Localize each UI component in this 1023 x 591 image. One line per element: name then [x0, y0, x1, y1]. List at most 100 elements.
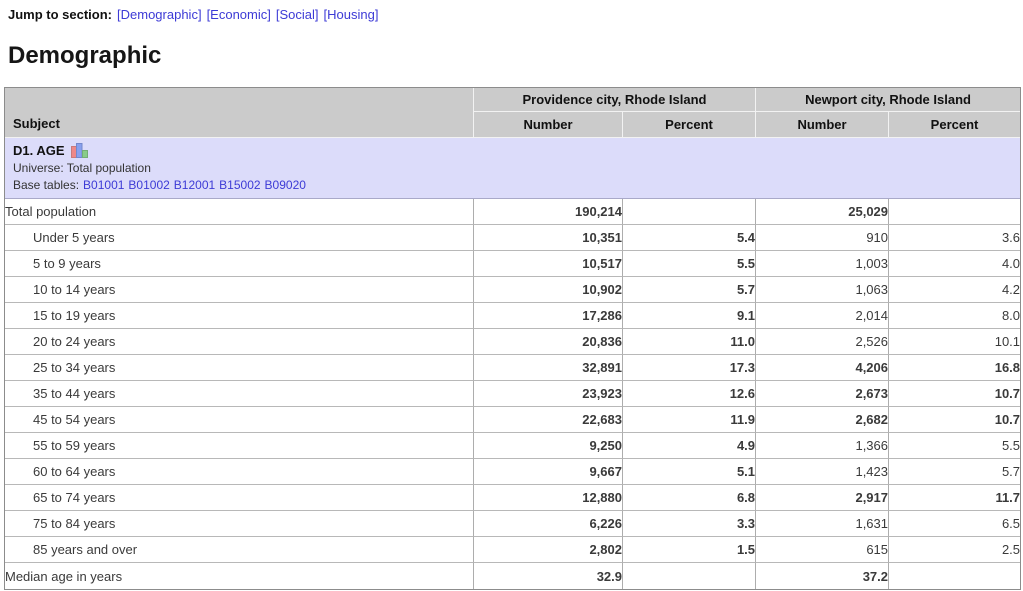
- jump-link[interactable]: [Economic]: [206, 7, 271, 22]
- cell-providence-number: 2,802: [474, 537, 623, 563]
- cell-newport-percent: 5.7: [889, 459, 1021, 485]
- table-row: 85 years and over 2,802 1.5 615 2.5: [5, 537, 1021, 563]
- cell-providence-number: 10,902: [474, 277, 623, 303]
- cell-subject: 85 years and over: [5, 537, 474, 563]
- column-header-newport-number: Number: [756, 112, 890, 138]
- cell-newport-number: 1,063: [756, 277, 890, 303]
- column-header-providence-number: Number: [474, 112, 623, 138]
- base-tables-label: Base tables:: [13, 178, 80, 192]
- cell-providence-number: 22,683: [474, 407, 623, 433]
- cell-newport-percent: 10.7: [889, 407, 1021, 433]
- cell-providence-percent: 11.0: [623, 329, 757, 355]
- cell-providence-number: 190,214: [474, 199, 623, 225]
- cell-newport-number: 37.2: [756, 563, 890, 589]
- cell-subject: 60 to 64 years: [5, 459, 474, 485]
- cell-providence-number: 17,286: [474, 303, 623, 329]
- jump-link[interactable]: [Demographic]: [117, 7, 202, 22]
- cell-subject: 75 to 84 years: [5, 511, 474, 537]
- table-row: 45 to 54 years 22,683 11.9 2,682 10.7: [5, 407, 1021, 433]
- cell-subject: 5 to 9 years: [5, 251, 474, 277]
- cell-newport-number: 2,682: [756, 407, 890, 433]
- cell-newport-number: 2,526: [756, 329, 890, 355]
- cell-newport-percent: 3.6: [889, 225, 1021, 251]
- cell-newport-number: 615: [756, 537, 890, 563]
- cell-subject: 10 to 14 years: [5, 277, 474, 303]
- cell-subject: 25 to 34 years: [5, 355, 474, 381]
- column-group-providence: Providence city, Rhode Island: [474, 88, 757, 112]
- comparison-table: Subject Providence city, Rhode Island Ne…: [4, 87, 1022, 590]
- table-row: 25 to 34 years 32,891 17.3 4,206 16.8: [5, 355, 1021, 381]
- cell-subject: Median age in years: [5, 563, 474, 589]
- cell-providence-percent: [623, 563, 757, 589]
- cell-providence-number: 12,880: [474, 485, 623, 511]
- cell-providence-percent: 17.3: [623, 355, 757, 381]
- cell-newport-percent: 16.8: [889, 355, 1021, 381]
- bar-chart-icon[interactable]: [70, 143, 88, 158]
- cell-newport-number: 25,029: [756, 199, 890, 225]
- cell-subject: 20 to 24 years: [5, 329, 474, 355]
- table-row: Under 5 years 10,351 5.4 910 3.6: [5, 225, 1021, 251]
- base-tables-links: B01001 B01002 B12001 B15002 B09020: [79, 178, 306, 192]
- base-table-link[interactable]: B09020: [264, 178, 306, 192]
- cell-newport-number: 1,003: [756, 251, 890, 277]
- base-table-link[interactable]: B12001: [173, 178, 216, 192]
- table-row: 35 to 44 years 23,923 12.6 2,673 10.7: [5, 381, 1021, 407]
- cell-providence-number: 9,250: [474, 433, 623, 459]
- cell-providence-number: 23,923: [474, 381, 623, 407]
- table-row: 75 to 84 years 6,226 3.3 1,631 6.5: [5, 511, 1021, 537]
- cell-newport-number: 1,631: [756, 511, 890, 537]
- jump-link[interactable]: [Social]: [275, 7, 319, 22]
- cell-newport-percent: 2.5: [889, 537, 1021, 563]
- universe-note: Universe: Total population: [13, 161, 151, 175]
- column-header-providence-percent: Percent: [623, 112, 757, 138]
- jump-nav: Jump to section: [Demographic] [Economic][…: [4, 7, 1019, 22]
- cell-providence-number: 20,836: [474, 329, 623, 355]
- table-header: Subject Providence city, Rhode Island Ne…: [5, 88, 1021, 138]
- base-table-link[interactable]: B01001: [83, 178, 125, 192]
- cell-subject: 45 to 54 years: [5, 407, 474, 433]
- cell-providence-number: 10,517: [474, 251, 623, 277]
- cell-newport-percent: 4.2: [889, 277, 1021, 303]
- cell-newport-percent: [889, 563, 1021, 589]
- table-row: Median age in years 32.9 37.2: [5, 563, 1021, 589]
- base-table-link[interactable]: B01002: [128, 178, 170, 192]
- cell-providence-percent: 5.4: [623, 225, 757, 251]
- cell-providence-number: 10,351: [474, 225, 623, 251]
- column-group-newport: Newport city, Rhode Island: [756, 88, 1021, 112]
- column-header-newport-percent: Percent: [889, 112, 1021, 138]
- cell-providence-number: 6,226: [474, 511, 623, 537]
- jump-nav-links: [Demographic] [Economic] [Social] [Housing]: [112, 7, 378, 22]
- cell-newport-number: 910: [756, 225, 890, 251]
- cell-providence-percent: 5.1: [623, 459, 757, 485]
- cell-newport-number: 4,206: [756, 355, 890, 381]
- cell-providence-percent: 5.5: [623, 251, 757, 277]
- jump-link[interactable]: [Housing]: [323, 7, 379, 22]
- section-header-row: D1. AGE Universe: Total population Base …: [5, 138, 1021, 199]
- table-row: Total population 190,214 25,029: [5, 199, 1021, 225]
- table-row: 15 to 19 years 17,286 9.1 2,014 8.0: [5, 303, 1021, 329]
- cell-providence-number: 9,667: [474, 459, 623, 485]
- cell-newport-percent: 6.5: [889, 511, 1021, 537]
- cell-providence-percent: 12.6: [623, 381, 757, 407]
- section-row-title: D1. AGE: [13, 143, 65, 158]
- cell-newport-number: 2,673: [756, 381, 890, 407]
- cell-newport-percent: 4.0: [889, 251, 1021, 277]
- cell-newport-percent: 8.0: [889, 303, 1021, 329]
- cell-subject: 15 to 19 years: [5, 303, 474, 329]
- column-header-subject: Subject: [5, 88, 474, 138]
- cell-providence-percent: 3.3: [623, 511, 757, 537]
- cell-providence-percent: [623, 199, 757, 225]
- table-body: Total population 190,214 25,029 Under 5 yea…: [5, 199, 1021, 589]
- table-row: 10 to 14 years 10,902 5.7 1,063 4.2: [5, 277, 1021, 303]
- cell-newport-percent: 5.5: [889, 433, 1021, 459]
- base-table-link[interactable]: B15002: [219, 178, 261, 192]
- jump-nav-label: Jump to section:: [8, 7, 113, 22]
- cell-providence-percent: 1.5: [623, 537, 757, 563]
- cell-newport-percent: [889, 199, 1021, 225]
- cell-providence-percent: 11.9: [623, 407, 757, 433]
- cell-newport-number: 1,366: [756, 433, 890, 459]
- table-row: 20 to 24 years 20,836 11.0 2,526 10.1: [5, 329, 1021, 355]
- cell-newport-percent: 10.7: [889, 381, 1021, 407]
- page-title: Demographic: [8, 42, 162, 69]
- cell-subject: Total population: [5, 199, 474, 225]
